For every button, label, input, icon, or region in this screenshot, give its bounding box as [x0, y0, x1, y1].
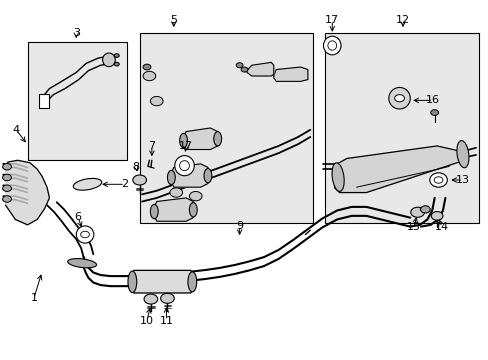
Circle shape	[133, 175, 146, 185]
Circle shape	[160, 293, 174, 303]
Circle shape	[81, 231, 89, 238]
Text: 10: 10	[140, 316, 154, 325]
Circle shape	[2, 174, 11, 181]
Ellipse shape	[203, 168, 211, 183]
Text: 17: 17	[325, 15, 339, 25]
Text: 9: 9	[236, 221, 243, 230]
Ellipse shape	[189, 203, 197, 217]
Circle shape	[114, 62, 119, 66]
Ellipse shape	[174, 156, 194, 176]
Polygon shape	[273, 67, 307, 81]
Polygon shape	[183, 128, 217, 149]
Text: 15: 15	[407, 222, 420, 232]
Circle shape	[433, 177, 442, 183]
Text: 16: 16	[426, 95, 439, 105]
Bar	[325, 33, 478, 223]
Ellipse shape	[331, 163, 344, 192]
Polygon shape	[334, 146, 466, 193]
Polygon shape	[246, 62, 273, 76]
Text: 5: 5	[170, 15, 177, 26]
Circle shape	[241, 67, 247, 72]
Circle shape	[144, 294, 158, 304]
Text: 1: 1	[30, 293, 37, 303]
Ellipse shape	[327, 41, 336, 50]
Circle shape	[236, 63, 243, 68]
Text: 3: 3	[73, 28, 80, 38]
Circle shape	[2, 196, 11, 202]
Ellipse shape	[179, 134, 187, 148]
Circle shape	[420, 206, 429, 213]
Circle shape	[430, 110, 438, 116]
Ellipse shape	[429, 173, 447, 187]
Ellipse shape	[128, 271, 137, 293]
Ellipse shape	[213, 132, 221, 146]
Bar	[27, 42, 127, 160]
Ellipse shape	[67, 258, 96, 268]
Ellipse shape	[187, 272, 196, 292]
Text: 4: 4	[13, 125, 20, 135]
Ellipse shape	[73, 179, 102, 190]
Polygon shape	[171, 164, 207, 187]
Bar	[140, 33, 312, 223]
Circle shape	[143, 71, 156, 81]
Text: 7: 7	[148, 141, 155, 151]
Circle shape	[169, 188, 182, 197]
Text: 14: 14	[434, 222, 448, 232]
Circle shape	[150, 96, 163, 106]
Circle shape	[189, 192, 202, 201]
Text: 13: 13	[455, 175, 469, 185]
Ellipse shape	[179, 161, 189, 171]
Circle shape	[394, 95, 404, 102]
Text: 17: 17	[179, 141, 193, 151]
Circle shape	[430, 212, 442, 220]
Text: 11: 11	[159, 316, 173, 325]
Circle shape	[410, 207, 424, 217]
Circle shape	[2, 163, 11, 170]
Polygon shape	[154, 198, 193, 221]
Circle shape	[114, 54, 119, 57]
Circle shape	[143, 64, 151, 70]
Ellipse shape	[388, 87, 409, 109]
Ellipse shape	[456, 141, 468, 168]
Ellipse shape	[102, 53, 115, 67]
Text: 12: 12	[395, 15, 409, 26]
Ellipse shape	[150, 204, 158, 219]
Bar	[39, 94, 49, 108]
Polygon shape	[5, 160, 49, 225]
Circle shape	[2, 185, 11, 192]
Text: 8: 8	[132, 162, 140, 172]
Ellipse shape	[76, 226, 94, 243]
Text: 6: 6	[74, 212, 81, 221]
Text: 2: 2	[121, 179, 128, 189]
Ellipse shape	[167, 170, 175, 185]
Ellipse shape	[323, 36, 340, 55]
Polygon shape	[132, 270, 192, 293]
